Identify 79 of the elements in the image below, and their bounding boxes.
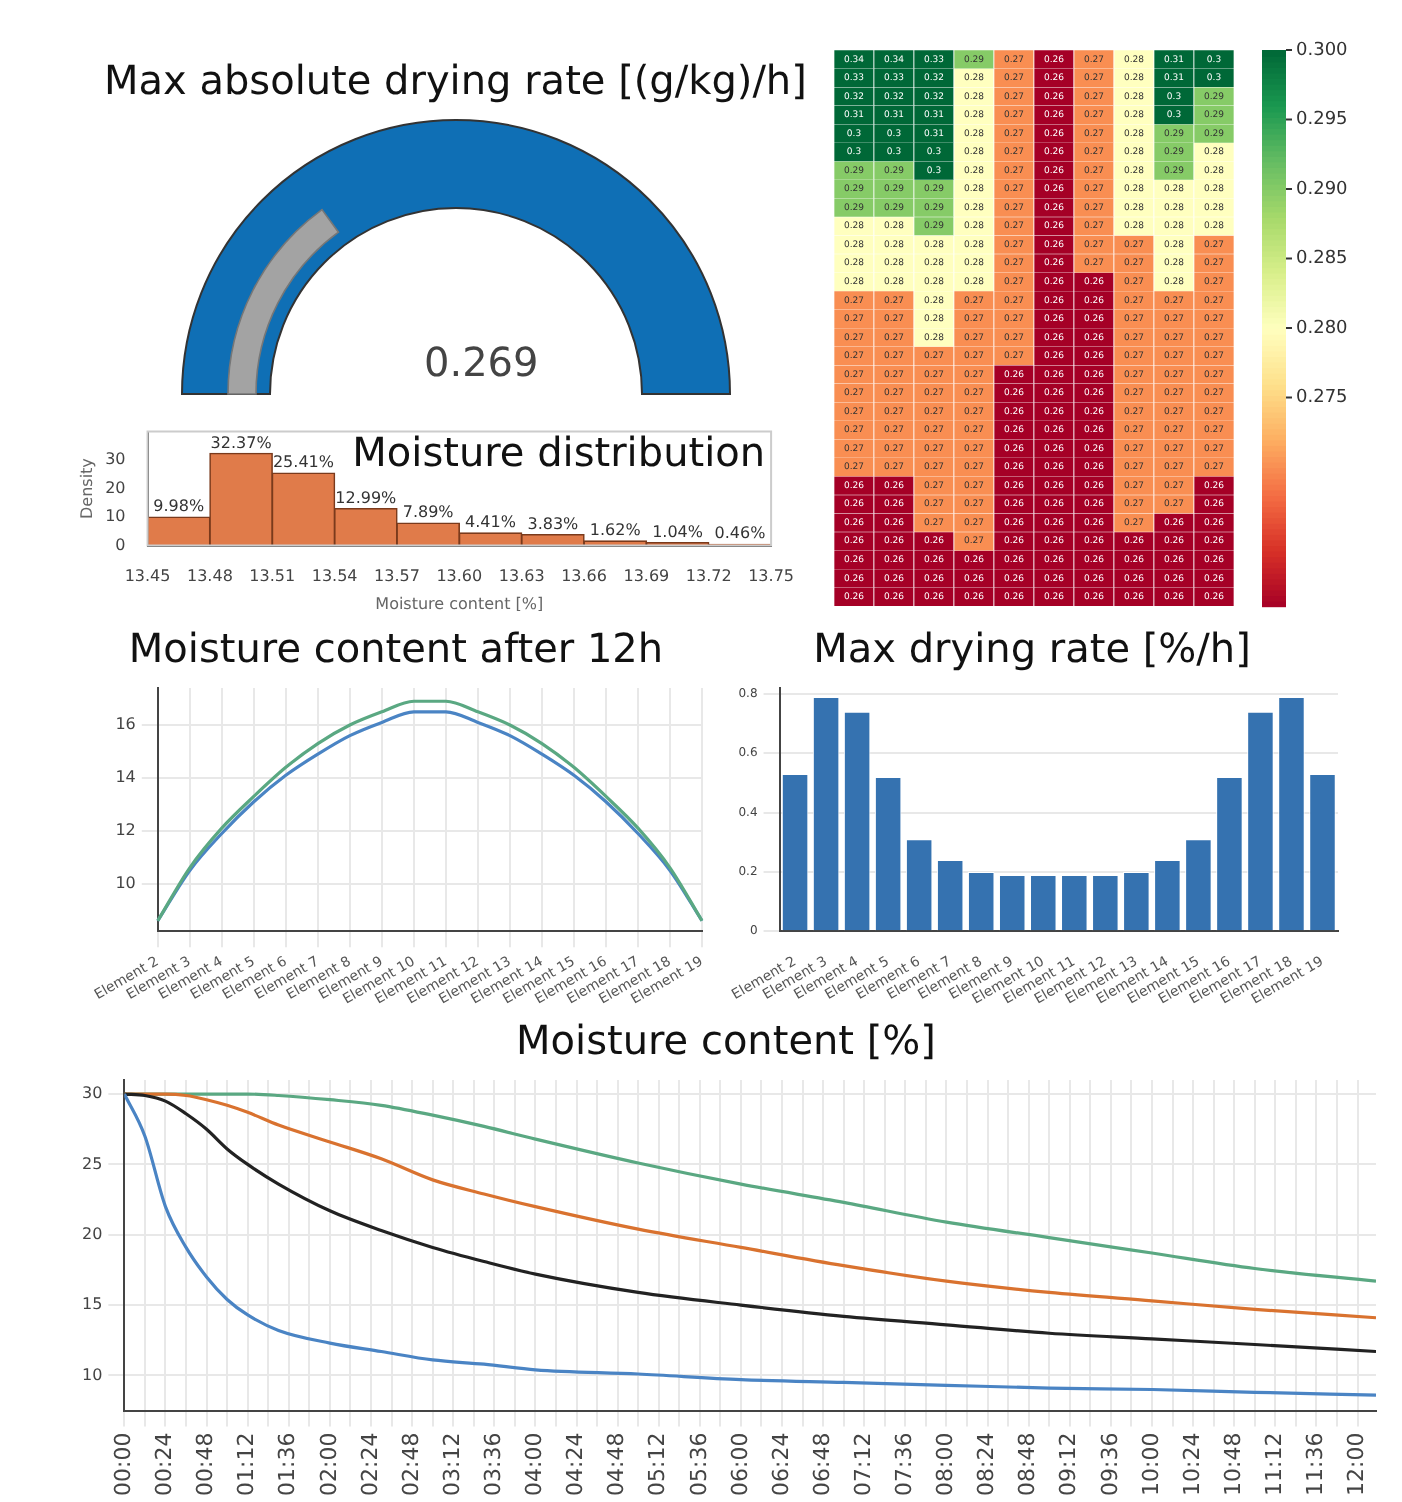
y-tick-label: 16 — [115, 715, 136, 734]
x-tick-label: 02:00 — [315, 1432, 342, 1497]
x-tick-label: 05:36 — [685, 1432, 712, 1497]
data-label: 3.83% — [527, 514, 580, 533]
x-tick-label: 13.51 — [249, 567, 296, 586]
x-tick-label: 12:00 — [1343, 1432, 1370, 1497]
x-tick-label: 03:36 — [480, 1432, 507, 1497]
x-tick-label: 09:12 — [1055, 1432, 1082, 1497]
x-tick-label: 05:12 — [644, 1432, 671, 1497]
x-tick-label: 06:24 — [767, 1432, 794, 1497]
x-tick-label: 09:36 — [1096, 1432, 1123, 1497]
data-label: 25.41% — [272, 453, 335, 472]
data-label: 7.89% — [402, 503, 455, 522]
x-tick-label: 07:12 — [849, 1432, 876, 1497]
chart-title: Max drying rate [%/h] — [813, 624, 1251, 673]
x-tick-label: 10:00 — [1137, 1432, 1164, 1497]
x-tick-label: 02:24 — [356, 1432, 383, 1497]
x-tick-label: 13.48 — [187, 567, 233, 586]
x-tick-label: 13.45 — [124, 567, 171, 586]
y-tick-label: 0 — [115, 535, 126, 554]
x-tick-label: 08:00 — [932, 1432, 959, 1497]
x-tick-label: 13.54 — [311, 567, 358, 586]
data-label: 32.37% — [210, 433, 273, 452]
y-tick-label: 10 — [81, 1365, 103, 1384]
color-bar-label: 0.285 — [1296, 249, 1348, 270]
data-label: 1.04% — [652, 522, 704, 541]
text: Max absolute drying rate [(g/kg)/h] — [104, 56, 807, 104]
x-tick-label: 03:12 — [438, 1432, 465, 1497]
y-tick-label: 14 — [115, 768, 136, 787]
data-label: 9.98% — [153, 497, 205, 516]
x-tick-label: 13.75 — [748, 567, 794, 586]
y-tick-label: 30 — [81, 1084, 103, 1103]
x-tick-label: 10:24 — [1178, 1432, 1205, 1497]
x-tick-label: 02:48 — [397, 1432, 424, 1497]
color-bar-label: 0.275 — [1296, 388, 1348, 409]
chart-title: Moisture distribution — [352, 428, 766, 477]
data-label: 4.41% — [465, 513, 517, 532]
x-tick-label: 08:24 — [973, 1432, 1000, 1497]
x-tick-label: 00:48 — [192, 1432, 219, 1497]
color-bar-label: 0.295 — [1296, 110, 1348, 131]
x-tick-label: 08:48 — [1014, 1432, 1041, 1497]
chart-title: Moisture content [%] — [516, 1016, 936, 1065]
x-tick-label: 10:48 — [1219, 1432, 1246, 1497]
data-label: 1.62% — [589, 521, 642, 540]
chart-title: Moisture content after 12h — [128, 624, 664, 673]
x-tick-label: 13.57 — [374, 567, 420, 586]
x-tick-label: 00:00 — [110, 1432, 137, 1497]
x-tick-label: 01:12 — [233, 1432, 260, 1497]
x-tick-label: 07:36 — [891, 1432, 918, 1497]
y-axis-title: Density — [77, 457, 96, 520]
data-label: 12.99% — [335, 488, 398, 507]
x-tick-label: 13.72 — [685, 567, 732, 586]
x-tick-label: 04:24 — [562, 1432, 589, 1497]
y-tick-label: 30 — [105, 450, 126, 469]
y-tick-label: 20 — [81, 1224, 103, 1243]
x-tick-label: 04:00 — [521, 1432, 548, 1497]
color-bar-label: 0.290 — [1296, 179, 1349, 200]
data-label: 0.46% — [714, 524, 767, 543]
y-tick-label: 25 — [81, 1154, 103, 1173]
x-tick-label: 13.63 — [498, 567, 545, 586]
x-tick-label: 11:12 — [1261, 1432, 1288, 1497]
x-tick-label: 11:36 — [1302, 1432, 1329, 1497]
x-tick-label: 13.69 — [623, 567, 670, 586]
color-bar-label: 0.300 — [1296, 40, 1349, 61]
x-tick-label: 00:24 — [151, 1432, 178, 1497]
x-tick-label: 13.60 — [436, 567, 483, 586]
x-tick-label: 06:00 — [726, 1432, 753, 1497]
y-tick-label: 15 — [81, 1295, 103, 1314]
x-tick-label: 13.66 — [561, 567, 607, 586]
y-tick-label: 10 — [105, 507, 126, 526]
y-tick-label: 20 — [105, 478, 126, 497]
x-tick-label: 01:36 — [274, 1432, 301, 1497]
x-tick-label: 04:48 — [603, 1432, 630, 1497]
color-bar-label: 0.280 — [1296, 318, 1349, 339]
y-tick-label: 12 — [115, 820, 136, 839]
x-tick-label: 06:48 — [808, 1432, 835, 1497]
y-tick-label: 10 — [115, 873, 136, 892]
x-axis-title: Moisture content [%] — [375, 594, 544, 613]
text: 0.269 — [424, 338, 539, 386]
